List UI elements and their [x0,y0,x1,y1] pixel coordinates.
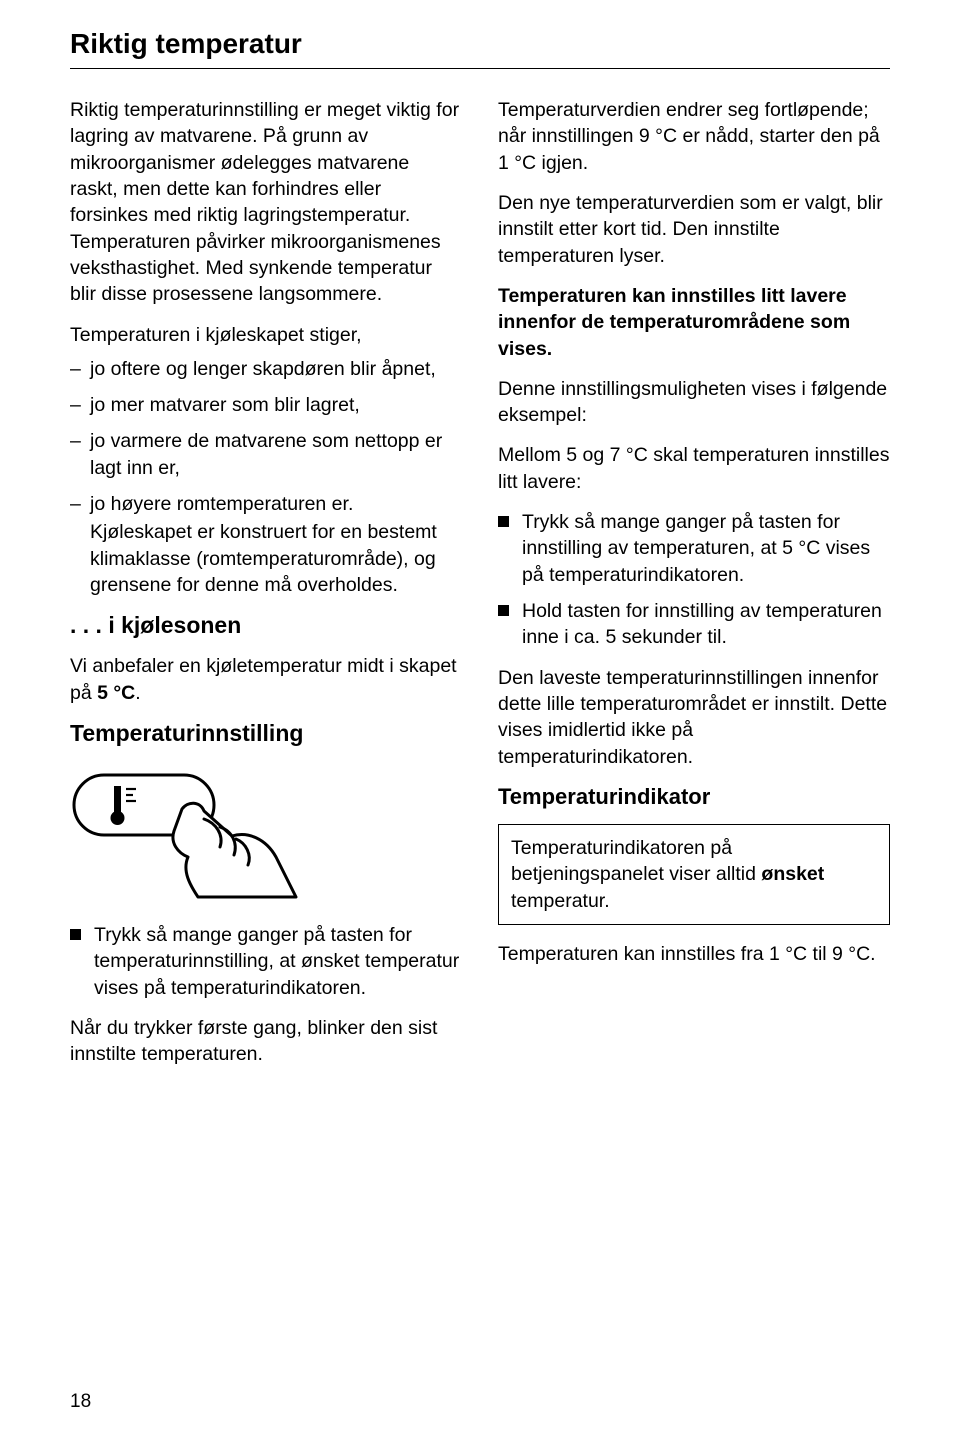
heading-temp-setting: Temperaturinnstilling [70,720,462,747]
square-item-text: Trykk så mange ganger på tasten for inns… [522,511,870,586]
dash-item: jo høyere romtemperaturen er. Kjøleskape… [70,491,462,598]
button-press-figure [70,761,462,906]
square-list-left: Trykk så mange ganger på tasten for temp… [70,922,462,1001]
right-p7: Temperaturen kan innstilles fra 1 °C til… [498,941,890,967]
right-p6: Den laveste temperaturinnstillingen inne… [498,665,890,770]
recommend-paragraph: Vi anbefaler en kjøletemperatur midt i s… [70,653,462,706]
two-column-layout: Riktig temperaturinnstilling er meget vi… [70,97,890,1082]
dash-item: jo varmere de matvarene som nettopp er l… [70,428,462,481]
square-item-text: Trykk så mange ganger på tasten for temp… [94,924,459,999]
dash-item-text: jo oftere og lenger skapdøren blir åpnet… [90,358,436,380]
left-blink-paragraph: Når du trykker første gang, blinker den … [70,1015,462,1068]
heading-cooling-zone: . . . i kjølesonen [70,612,462,639]
dash-item-text: jo mer matvarer som blir lagret, [90,394,360,416]
box-text-a: Temperaturindikatoren på betjeningspanel… [511,837,761,885]
box-text-b: ønsket [761,863,824,885]
right-column: Temperaturverdien endrer seg fortløpende… [498,97,890,1082]
dash-item: jo oftere og lenger skapdøren blir åpnet… [70,356,462,382]
right-p1: Temperaturverdien endrer seg fortløpende… [498,97,890,176]
left-intro-paragraph: Riktig temperaturinnstilling er meget vi… [70,97,462,308]
dash-item-subtext: Kjøleskapet er konstruert for en bestemt… [90,519,462,598]
recommend-temp: 5 °C [97,682,135,704]
left-column: Riktig temperaturinnstilling er meget vi… [70,97,462,1082]
button-press-icon [70,761,300,901]
right-p5: Mellom 5 og 7 °C skal temperaturen innst… [498,442,890,495]
dash-item: jo mer matvarer som blir lagret, [70,392,462,418]
square-item: Trykk så mange ganger på tasten for inns… [498,509,890,588]
right-p3-bold: Temperaturen kan innstilles litt lavere … [498,283,890,362]
dash-item-text: jo varmere de matvarene som nettopp er l… [90,430,442,478]
right-p4: Denne innstillingsmuligheten vises i føl… [498,376,890,429]
dash-list: jo oftere og lenger skapdøren blir åpnet… [70,356,462,599]
left-list-intro: Temperaturen i kjøleskapet stiger, [70,322,462,348]
square-item: Trykk så mange ganger på tasten for temp… [70,922,462,1001]
square-list-right: Trykk så mange ganger på tasten for inns… [498,509,890,651]
recommend-text-c: . [135,682,140,704]
square-item: Hold tasten for innstilling av temperatu… [498,598,890,651]
heading-indicator: Temperaturindikator [498,784,890,810]
right-p2: Den nye temperaturverdien som er valgt, … [498,190,890,269]
indicator-note-box: Temperaturindikatoren på betjeningspanel… [498,824,890,925]
page-number: 18 [70,1391,91,1413]
box-text-c: temperatur. [511,890,610,912]
dash-item-text: jo høyere romtemperaturen er. [90,493,353,515]
page-title: Riktig temperatur [70,28,890,69]
square-item-text: Hold tasten for innstilling av temperatu… [522,600,882,648]
